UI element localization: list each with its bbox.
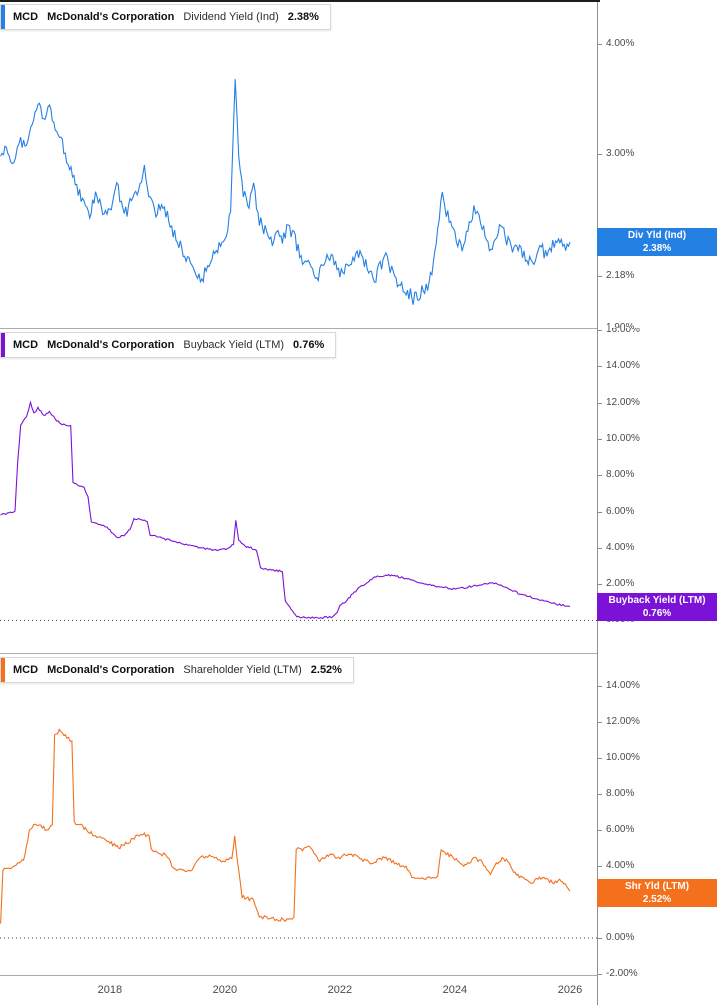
y-tick-mark [598,974,602,975]
y-tick-label: 14.00% [606,360,640,372]
axis-badge-buyback-yield: Buyback Yield (LTM) 0.76% [597,592,717,621]
y-tick-mark [598,547,602,549]
y-tick-mark [598,153,602,155]
metric-name: Shareholder Yield (LTM) [183,664,302,676]
x-axis-year-label: 2018 [97,984,123,996]
y-tick-label: 10.00% [606,432,640,444]
series-line [0,79,571,305]
y-tick-label: 16.00% [606,328,640,335]
y-tick-label: 10.00% [606,752,640,763]
chart-canvas[interactable] [0,653,597,975]
y-tick-label: 0.00% [606,932,635,943]
series-line [0,400,571,620]
y-axis-ticks-shareholder: 14.00%12.00%10.00%8.00%6.00%4.00%2.00%0.… [598,653,717,1005]
y-tick-label: 1.90% [606,322,635,328]
company-name: McDonald's Corporation [47,664,175,676]
axis-badge-label: Div Yld (Ind) [627,230,687,242]
y-tick-mark [598,830,602,831]
y-tick-mark [598,686,602,687]
y-tick-mark [598,402,602,404]
metric-value: 2.52% [310,664,342,676]
y-tick-mark [598,620,602,622]
x-axis[interactable]: 2018 2020 2022 2024 2026 [0,975,597,1005]
chart-top-border [0,0,600,2]
y-tick-mark [598,475,602,477]
chart-panel-buyback-yield[interactable]: MCD McDonald's Corporation Buyback Yield… [0,328,597,653]
y-tick-label: 2.18% [606,269,635,281]
y-tick-mark [598,722,602,723]
ticker-symbol: MCD [13,664,39,676]
y-tick-label: 4.00% [606,38,635,50]
chart-canvas[interactable] [0,0,597,328]
y-tick-label: 12.00% [606,396,640,408]
chart-panel-shareholder-yield[interactable]: MCD McDonald's Corporation Shareholder Y… [0,653,597,975]
legend-buyback-yield[interactable]: MCD McDonald's Corporation Buyback Yield… [0,332,337,358]
legend-color-stripe [1,5,5,29]
metric-name: Dividend Yield (Ind) [183,11,279,23]
axis-badge-shr-yld: Shr Yld (LTM) 2.52% [597,878,717,907]
y-tick-label: 3.00% [606,147,635,159]
chart-panel-dividend-yield[interactable]: MCD McDonald's Corporation Dividend Yiel… [0,0,597,328]
company-name: McDonald's Corporation [47,11,175,23]
y-axis-separator [597,0,598,1005]
axis-badge-value: 0.76% [642,607,672,619]
legend-color-stripe [1,333,5,357]
y-tick-mark [598,438,602,440]
y-tick-label: 8.00% [606,788,635,799]
y-tick-label: 12.00% [606,716,640,727]
y-tick-mark [598,44,602,46]
axis-badge-label: Buyback Yield (LTM) [608,594,706,606]
legend-color-stripe [1,658,5,682]
panel-divider [0,653,597,654]
axis-badge-value: 2.52% [642,893,672,905]
x-axis-year-label: 2026 [557,984,583,996]
y-tick-label: 4.00% [606,541,635,553]
y-axis-ticks-dividend: 4.00% 3.00% 2.18% 1.90% [598,0,717,328]
y-tick-mark [598,330,602,331]
company-name: McDonald's Corporation [47,339,175,351]
metric-name: Buyback Yield (LTM) [183,339,285,351]
y-axis-column[interactable]: 4.00% 3.00% 2.18% 1.90% 16.00% 14.00% 12.00% 1… [597,0,717,1005]
y-tick-mark [598,866,602,867]
legend-dividend-yield[interactable]: MCD McDonald's Corporation Dividend Yiel… [0,4,331,30]
x-axis-year-label: 2022 [327,984,353,996]
y-tick-mark [598,584,602,586]
y-tick-mark [598,511,602,513]
metric-value: 0.76% [293,339,325,351]
y-tick-label: 8.00% [606,469,635,481]
y-tick-mark [598,794,602,795]
y-tick-label: 2.00% [606,578,635,590]
axis-badge-div-yld: Div Yld (Ind) 2.38% [597,228,717,257]
ticker-symbol: MCD [13,11,39,23]
y-tick-label: 4.00% [606,860,635,871]
y-tick-label: 6.00% [606,505,635,517]
panel-divider [0,328,597,329]
legend-shareholder-yield[interactable]: MCD McDonald's Corporation Shareholder Y… [0,657,354,683]
axis-badge-label: Shr Yld (LTM) [624,880,690,892]
y-tick-mark [598,366,602,368]
series-line [0,728,571,924]
y-tick-label: -2.00% [606,968,638,979]
y-tick-mark [598,275,602,277]
y-tick-label: 6.00% [606,824,635,835]
y-tick-label: 14.00% [606,680,640,691]
x-axis-year-label: 2020 [212,984,238,996]
y-tick-mark [598,938,602,939]
metric-value: 2.38% [287,11,319,23]
x-axis-year-label: 2024 [442,984,468,996]
axis-badge-value: 2.38% [642,243,672,255]
chart-canvas[interactable] [0,328,597,653]
ticker-symbol: MCD [13,339,39,351]
y-tick-mark [598,758,602,759]
